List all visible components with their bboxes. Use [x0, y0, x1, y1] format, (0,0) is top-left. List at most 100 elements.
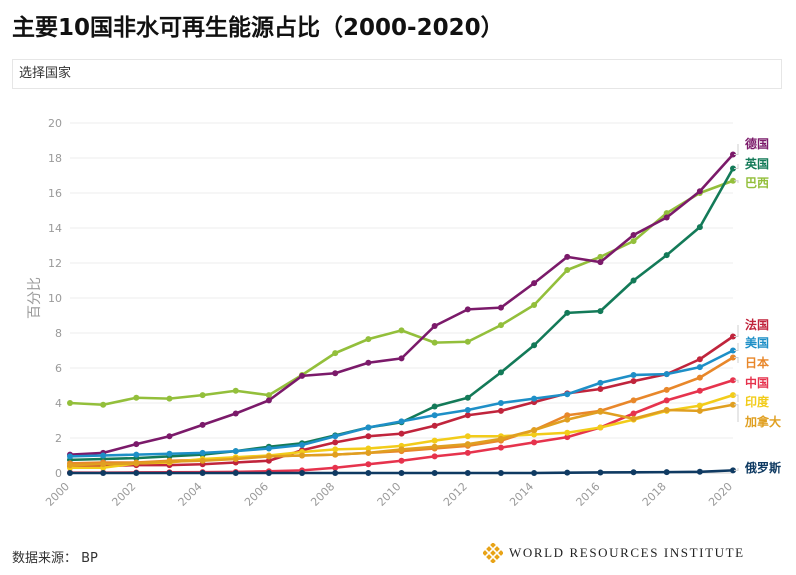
data-point[interactable]: [365, 445, 372, 452]
data-point[interactable]: [564, 253, 571, 260]
data-point[interactable]: [199, 392, 206, 399]
data-point[interactable]: [597, 386, 604, 392]
data-point[interactable]: [299, 470, 306, 476]
data-point[interactable]: [232, 470, 239, 476]
data-point[interactable]: [431, 323, 438, 329]
data-point[interactable]: [663, 371, 670, 378]
data-point[interactable]: [166, 450, 173, 457]
data-point[interactable]: [597, 253, 604, 260]
data-point[interactable]: [431, 422, 438, 429]
data-point[interactable]: [67, 470, 73, 476]
data-point[interactable]: [730, 151, 736, 158]
data-point[interactable]: [663, 469, 670, 476]
data-point[interactable]: [464, 306, 471, 313]
data-point[interactable]: [431, 453, 438, 460]
data-point[interactable]: [67, 400, 73, 406]
data-point[interactable]: [365, 449, 372, 456]
data-point[interactable]: [497, 369, 504, 376]
data-point[interactable]: [100, 401, 107, 408]
data-point[interactable]: [199, 449, 206, 456]
data-point[interactable]: [299, 372, 306, 379]
data-point[interactable]: [696, 188, 703, 195]
data-point[interactable]: [332, 439, 339, 446]
data-point[interactable]: [265, 453, 272, 460]
data-point[interactable]: [265, 445, 272, 452]
data-point[interactable]: [67, 453, 73, 460]
data-point[interactable]: [265, 457, 272, 464]
data-point[interactable]: [398, 327, 405, 334]
data-point[interactable]: [564, 469, 571, 476]
data-point[interactable]: [531, 431, 538, 438]
data-point[interactable]: [332, 446, 339, 453]
data-point[interactable]: [564, 416, 571, 423]
data-point[interactable]: [199, 421, 206, 428]
data-point[interactable]: [332, 370, 339, 377]
data-point[interactable]: [398, 418, 405, 425]
data-point[interactable]: [730, 165, 736, 172]
data-point[interactable]: [365, 470, 372, 476]
data-point[interactable]: [564, 429, 571, 436]
data-point[interactable]: [464, 407, 471, 413]
data-point[interactable]: [630, 277, 637, 284]
data-point[interactable]: [663, 252, 670, 259]
data-point[interactable]: [531, 470, 538, 476]
data-point[interactable]: [133, 441, 140, 448]
data-point[interactable]: [232, 448, 239, 455]
data-point[interactable]: [365, 359, 372, 366]
data-point[interactable]: [531, 395, 538, 402]
data-point[interactable]: [431, 403, 438, 410]
data-point[interactable]: [597, 469, 604, 476]
data-point[interactable]: [564, 267, 571, 273]
data-point[interactable]: [730, 401, 736, 408]
data-point[interactable]: [431, 412, 438, 419]
series-line[interactable]: [68, 153, 735, 456]
data-point[interactable]: [663, 407, 670, 413]
data-point[interactable]: [630, 469, 637, 476]
country-selector[interactable]: 选择国家: [12, 59, 782, 89]
data-point[interactable]: [531, 302, 538, 308]
data-point[interactable]: [597, 259, 604, 266]
data-point[interactable]: [497, 304, 504, 311]
data-point[interactable]: [630, 415, 637, 422]
data-point[interactable]: [730, 347, 736, 354]
data-point[interactable]: [332, 433, 339, 440]
data-point[interactable]: [497, 435, 504, 442]
data-point[interactable]: [431, 437, 438, 444]
data-point[interactable]: [531, 427, 538, 434]
data-point[interactable]: [497, 322, 504, 329]
data-point[interactable]: [597, 308, 604, 315]
data-point[interactable]: [332, 350, 339, 357]
data-point[interactable]: [365, 433, 372, 440]
data-point[interactable]: [730, 392, 736, 399]
data-point[interactable]: [299, 452, 306, 459]
data-point[interactable]: [464, 338, 471, 345]
data-point[interactable]: [232, 456, 239, 462]
data-point[interactable]: [630, 238, 637, 245]
data-point[interactable]: [464, 412, 471, 419]
data-point[interactable]: [398, 430, 405, 437]
data-point[interactable]: [663, 386, 670, 393]
data-point[interactable]: [464, 449, 471, 456]
data-point[interactable]: [133, 470, 140, 476]
series-line[interactable]: [68, 179, 735, 407]
data-point[interactable]: [398, 355, 405, 362]
data-point[interactable]: [133, 460, 140, 467]
data-point[interactable]: [265, 397, 272, 404]
data-point[interactable]: [696, 224, 703, 231]
data-point[interactable]: [531, 280, 538, 287]
data-point[interactable]: [299, 442, 306, 448]
data-point[interactable]: [67, 462, 73, 469]
data-point[interactable]: [464, 470, 471, 476]
data-point[interactable]: [166, 433, 173, 440]
data-point[interactable]: [232, 410, 239, 417]
data-point[interactable]: [663, 210, 670, 217]
data-point[interactable]: [497, 444, 504, 451]
data-point[interactable]: [199, 470, 206, 476]
data-point[interactable]: [630, 378, 637, 385]
data-point[interactable]: [464, 394, 471, 401]
data-point[interactable]: [730, 177, 736, 184]
data-point[interactable]: [100, 470, 107, 476]
data-point[interactable]: [597, 424, 604, 431]
data-point[interactable]: [663, 397, 670, 404]
data-point[interactable]: [464, 441, 471, 448]
